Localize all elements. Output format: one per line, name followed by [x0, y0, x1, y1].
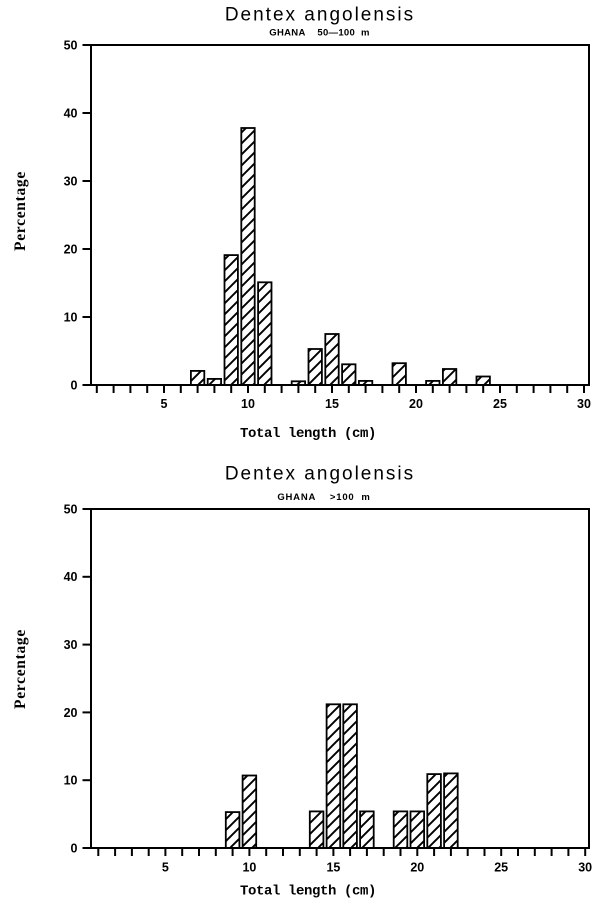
svg-text:5: 5 [161, 397, 168, 411]
svg-text:Total length (cm): Total length (cm) [240, 884, 376, 900]
svg-text:10: 10 [241, 397, 255, 411]
svg-text:30: 30 [577, 397, 591, 411]
svg-text:25: 25 [493, 397, 507, 411]
svg-text:Dentex angolensis: Dentex angolensis [225, 464, 415, 485]
svg-text:30: 30 [64, 638, 78, 652]
svg-text:10: 10 [64, 310, 78, 324]
svg-text:5: 5 [162, 861, 169, 875]
svg-text:GHANA >100 m: GHANA >100 m [277, 492, 370, 503]
svg-text:0: 0 [71, 841, 78, 855]
svg-text:50: 50 [64, 502, 78, 516]
svg-text:15: 15 [325, 397, 339, 411]
svg-text:30: 30 [578, 861, 592, 875]
svg-text:20: 20 [410, 861, 424, 875]
svg-text:10: 10 [64, 774, 78, 788]
svg-text:40: 40 [64, 106, 78, 120]
svg-text:20: 20 [64, 706, 78, 720]
svg-text:20: 20 [64, 242, 78, 256]
svg-text:10: 10 [242, 861, 256, 875]
svg-text:25: 25 [494, 861, 508, 875]
svg-text:0: 0 [71, 378, 78, 392]
svg-text:Percentage: Percentage [12, 171, 29, 251]
svg-text:20: 20 [409, 397, 423, 411]
svg-text:30: 30 [64, 174, 78, 188]
svg-text:40: 40 [64, 570, 78, 584]
svg-text:GHANA 50—100 m: GHANA 50—100 m [269, 28, 369, 39]
svg-text:Total length (cm): Total length (cm) [240, 426, 376, 442]
svg-text:50: 50 [64, 38, 78, 52]
svg-text:Dentex angolensis: Dentex angolensis [225, 5, 415, 26]
svg-text:Percentage: Percentage [12, 629, 29, 709]
svg-text:15: 15 [326, 861, 340, 875]
